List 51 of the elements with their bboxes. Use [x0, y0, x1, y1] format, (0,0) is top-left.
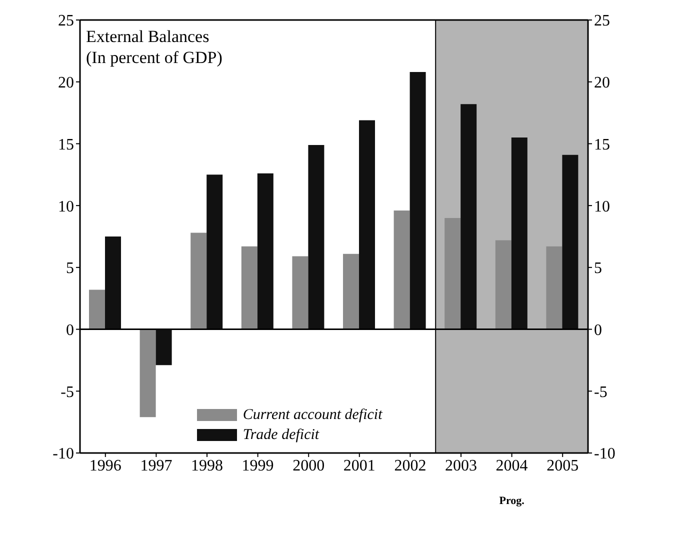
bar — [410, 72, 426, 330]
bar — [562, 154, 578, 330]
y2-tick-label: -10 — [594, 446, 616, 463]
bar — [257, 173, 274, 330]
y-tick-label: 10 — [58, 198, 74, 216]
x-tick-label: 2000 — [292, 457, 325, 474]
bar — [89, 290, 105, 330]
y2-tick-label: 10 — [594, 198, 610, 216]
bar — [394, 210, 410, 330]
chart-title: External Balances — [86, 26, 210, 47]
bar — [140, 329, 156, 418]
x-tick-label: 1997 — [140, 457, 172, 474]
text: Prog. — [499, 495, 524, 507]
y2-tick-label: 15 — [594, 136, 610, 154]
bar — [343, 254, 359, 330]
x-tick-label: 2003 — [445, 457, 477, 474]
x-tick-label: 1996 — [89, 457, 122, 474]
y-tick-label: 5 — [66, 260, 74, 278]
y-tick-label: 15 — [58, 136, 74, 154]
bar — [190, 232, 207, 330]
bar — [206, 174, 223, 330]
y2-tick-label: 0 — [594, 322, 602, 339]
x-tick-label: 2002 — [394, 457, 426, 474]
bar — [308, 144, 324, 330]
y-tick-label: -10 — [52, 446, 74, 463]
bar — [156, 329, 172, 366]
x-tick-label: 2001 — [343, 457, 376, 474]
bar — [241, 246, 258, 330]
bar — [105, 236, 121, 330]
y-tick-label: 0 — [66, 322, 74, 339]
y-tick-label: 20 — [58, 74, 74, 92]
y-tick-label: -5 — [60, 384, 74, 401]
bar — [546, 246, 562, 330]
legend-label: Current account deficit — [242, 406, 382, 425]
bar — [292, 256, 308, 330]
x-tick-label: 1998 — [191, 457, 223, 474]
y-tick-label: 25 — [58, 12, 74, 30]
bar — [495, 240, 512, 330]
bar — [359, 120, 375, 330]
text: (In percent of GDP) — [86, 47, 222, 68]
x-tick-label: 2004 — [496, 457, 528, 474]
bar — [444, 218, 461, 330]
bar — [511, 138, 528, 330]
y2-tick-label: 25 — [594, 12, 610, 30]
y2-tick-label: 20 — [594, 74, 610, 92]
y2-tick-label: -5 — [594, 384, 608, 401]
y2-tick-label: 5 — [594, 260, 602, 278]
x-tick-label: 2005 — [546, 457, 579, 474]
legend-label: Trade deficit — [242, 426, 320, 445]
bar — [460, 104, 477, 330]
x-tick-label: 1999 — [242, 457, 274, 474]
